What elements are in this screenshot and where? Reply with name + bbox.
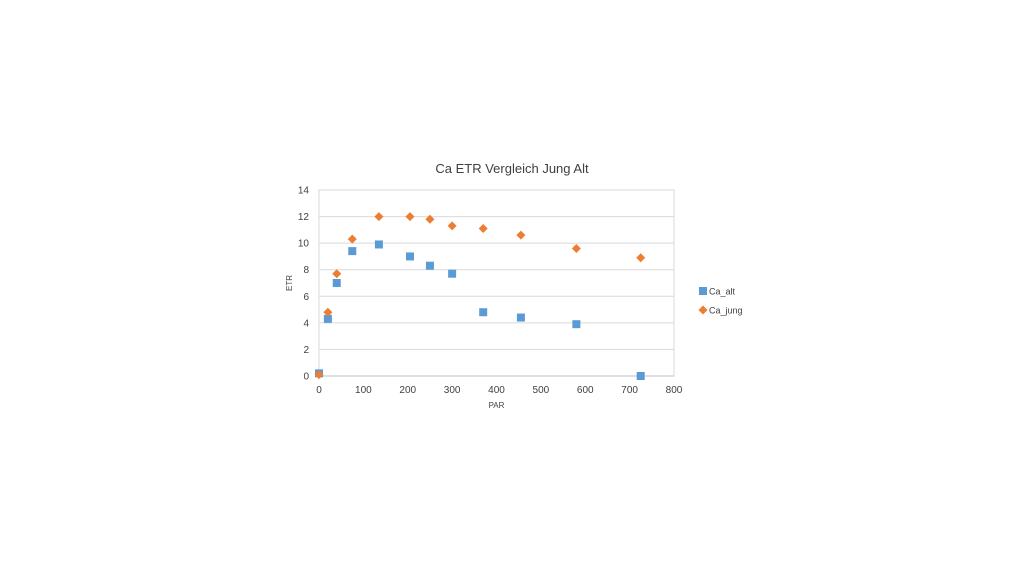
ca-jung-point	[323, 307, 333, 317]
x-tick-label: 600	[577, 385, 594, 396]
x-tick-label: 0	[316, 385, 322, 396]
ca-alt-point	[636, 372, 645, 380]
chart-title: Ca ETR Vergleich Jung Alt	[435, 161, 589, 176]
y-axis-label: ETR	[285, 275, 294, 291]
ca-jung-point	[314, 370, 324, 380]
y-tick-label: 4	[303, 318, 309, 329]
ca-jung-point	[571, 243, 581, 253]
ca-alt-point	[405, 252, 414, 261]
legend-label: Ca_alt	[709, 287, 736, 297]
x-tick-label: 800	[666, 385, 683, 396]
x-tick-label: 100	[355, 385, 372, 396]
ca-jung-point	[332, 269, 342, 279]
ca-alt-point	[479, 308, 488, 317]
ca-alt-point	[516, 313, 525, 322]
x-tick-label: 700	[621, 385, 638, 396]
y-tick-label: 0	[303, 372, 309, 383]
ca-jung-point	[636, 253, 646, 263]
y-tick-label: 14	[298, 186, 310, 197]
ca-jung-point	[425, 214, 435, 224]
ca-jung-point	[447, 221, 457, 231]
ca-alt-point	[572, 320, 581, 329]
ca-jung-point	[374, 212, 384, 222]
plot-area	[318, 189, 675, 377]
ca-jung-point	[347, 234, 357, 244]
legend: Ca_alt Ca_jung	[698, 287, 743, 316]
x-tick-label: 400	[488, 385, 505, 396]
ca-jung-point	[478, 224, 488, 234]
ca-alt-point	[332, 279, 341, 287]
x-tick-labels: 0 100 200 300 400 500 600 700 800	[316, 385, 683, 396]
ca-alt-point	[323, 314, 332, 323]
x-tick-label: 300	[444, 385, 461, 396]
y-tick-label: 6	[303, 292, 309, 303]
ca-alt-point	[374, 240, 383, 249]
y-tick-label: 2	[303, 345, 309, 356]
data-points	[314, 212, 646, 380]
legend-marker	[699, 287, 707, 295]
legend-marker	[698, 305, 708, 315]
ca-jung-point	[516, 230, 526, 240]
ca-alt-point	[425, 261, 434, 270]
x-tick-label: 200	[399, 385, 416, 396]
y-tick-label: 10	[298, 239, 310, 250]
ca-alt-point	[448, 269, 457, 278]
y-tick-labels: 0 2 4 6 8 10 12 14	[298, 186, 310, 383]
ca-jung-point	[405, 212, 415, 222]
ca-alt-point	[348, 247, 357, 256]
x-tick-label: 500	[533, 385, 550, 396]
legend-label: Ca_jung	[709, 306, 743, 316]
x-axis-label: PAR	[489, 401, 505, 410]
y-tick-label: 12	[298, 212, 310, 223]
y-tick-label: 8	[303, 265, 309, 276]
